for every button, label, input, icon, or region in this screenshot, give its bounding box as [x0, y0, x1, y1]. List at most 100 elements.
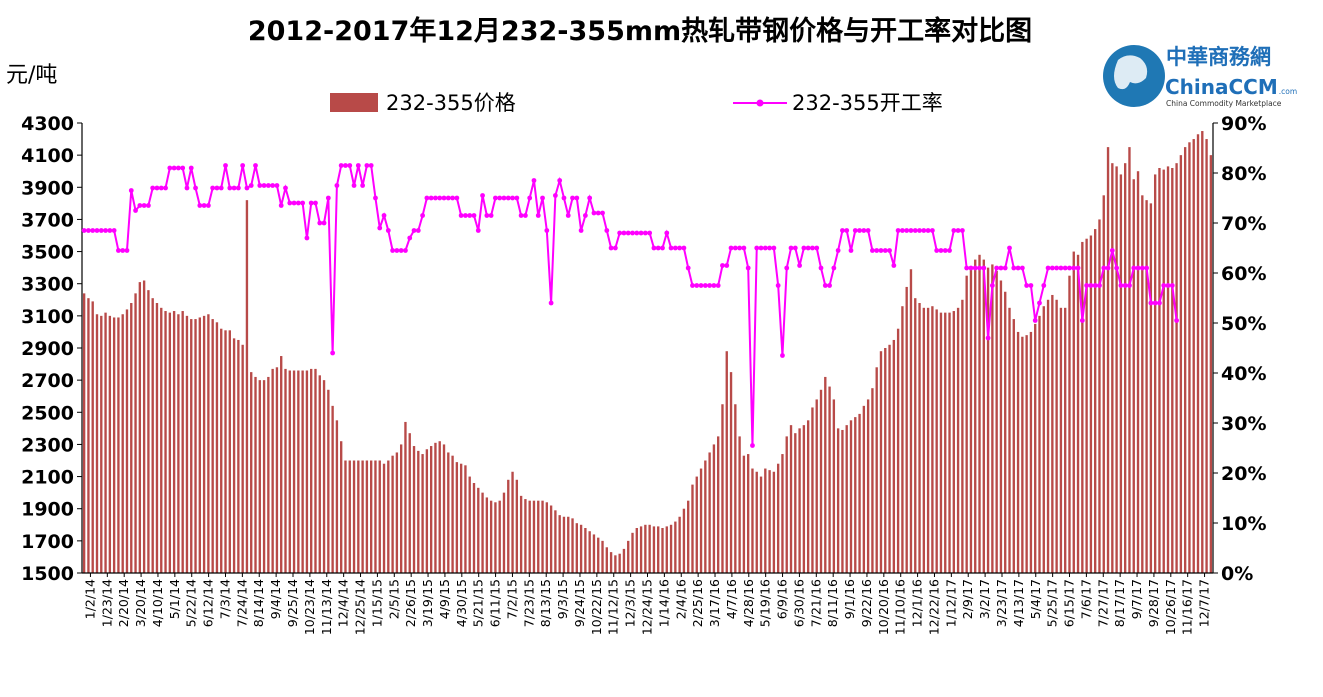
- rate-point: [677, 245, 683, 251]
- rate-point: [428, 195, 434, 201]
- y-tick-label: 4100: [21, 145, 74, 167]
- y-tick-label: 2500: [21, 402, 74, 424]
- rate-point: [146, 203, 151, 208]
- price-bar: [665, 526, 668, 573]
- rate-point: [707, 283, 713, 288]
- rate-point: [634, 230, 640, 236]
- price-bar: [537, 500, 540, 573]
- rate-point: [1032, 318, 1038, 323]
- rate-point: [887, 248, 892, 253]
- price-bar: [678, 516, 681, 573]
- price-bar: [721, 404, 724, 573]
- price-bar: [374, 460, 377, 573]
- rate-point: [523, 213, 528, 218]
- price-bar: [836, 428, 840, 573]
- rate-point: [141, 203, 147, 208]
- price-bar: [601, 540, 604, 573]
- rate-point: [505, 195, 511, 201]
- rate-point: [1062, 265, 1068, 271]
- price-bar: [734, 404, 737, 573]
- price-bar: [1128, 147, 1131, 574]
- price-bar: [896, 328, 900, 573]
- rate-point: [681, 245, 687, 251]
- x-tick-label: 11/10/16: [893, 579, 908, 635]
- rate-point: [1114, 265, 1120, 271]
- price-bar: [387, 460, 390, 573]
- rate-point: [848, 248, 854, 253]
- rate-point: [355, 163, 361, 168]
- price-bar: [682, 508, 686, 573]
- price-bar: [794, 433, 797, 573]
- x-tick-label: 3/19/15: [420, 579, 435, 627]
- price-bar: [1038, 315, 1041, 573]
- rate-point: [283, 185, 288, 191]
- rate-point: [870, 248, 875, 253]
- rate-point: [921, 228, 927, 233]
- price-bar: [1141, 195, 1144, 573]
- y-tick-label: 2300: [21, 434, 74, 456]
- rate-point: [737, 245, 743, 251]
- price-bar: [648, 524, 651, 573]
- price-bar: [477, 487, 480, 573]
- rate-point: [184, 185, 190, 191]
- rate-point: [989, 283, 995, 288]
- price-bar: [237, 339, 240, 573]
- price-bar: [1034, 323, 1037, 573]
- price-bar: [1153, 174, 1157, 573]
- rate-point: [368, 163, 374, 168]
- rate-point: [994, 265, 1000, 271]
- price-bar: [1016, 331, 1020, 573]
- rate-point: [1084, 283, 1090, 288]
- price-bar: [901, 306, 904, 573]
- y-axis-ticks: 1500 1700 1900 2100 2300 2500 2700 2900 3100 3300…: [21, 113, 82, 585]
- price-bar: [438, 441, 441, 573]
- rate-point: [852, 228, 858, 233]
- price-bar: [280, 356, 283, 573]
- price-bar: [974, 259, 977, 573]
- price-bar: [764, 468, 767, 573]
- x-tick-label: 12/25/14: [353, 579, 368, 635]
- rate-point: [128, 188, 134, 193]
- y-tick-label: 3300: [21, 274, 74, 296]
- rate-point: [295, 200, 301, 206]
- rate-point: [668, 245, 674, 251]
- rate-point: [865, 228, 871, 233]
- rate-point: [450, 195, 455, 201]
- rate-point: [158, 185, 164, 191]
- price-bar: [481, 492, 484, 573]
- price-bar: [524, 499, 527, 573]
- rate-point: [1037, 300, 1042, 306]
- x-tick-label: 3/2/17: [977, 579, 992, 619]
- rate-point: [1088, 283, 1094, 288]
- rate-point: [805, 245, 811, 251]
- price-bar: [545, 502, 549, 573]
- rate-point: [625, 230, 631, 236]
- price-bar: [717, 436, 720, 573]
- price-bar: [1029, 331, 1033, 573]
- price-bar: [434, 442, 437, 573]
- price-bar: [284, 368, 287, 573]
- plot-area: 1500 1700 1900 2100 2300 2500 2700 2900 3100 3300…: [21, 113, 1266, 635]
- rate-point: [180, 165, 186, 171]
- price-bar: [657, 526, 660, 573]
- logo-name-en-main: ChinaCCM: [1165, 75, 1278, 99]
- price-bar: [472, 483, 476, 573]
- rate-point: [1079, 318, 1085, 323]
- rate-point: [415, 228, 421, 233]
- rate-point: [377, 225, 383, 231]
- price-bar: [755, 471, 758, 573]
- rate-point: [197, 203, 203, 208]
- rate-point: [801, 245, 807, 251]
- price-bar: [712, 444, 716, 573]
- x-tick-label: 7/2/15: [504, 579, 519, 619]
- rate-point: [587, 195, 593, 201]
- rate-point: [535, 213, 541, 218]
- x-tick-label: 9/1/16: [842, 579, 857, 619]
- price-bar: [708, 452, 711, 573]
- y-tick-label: 1900: [21, 499, 74, 521]
- price-bar: [412, 446, 416, 573]
- price-bar: [1179, 155, 1183, 573]
- rate-point: [167, 165, 173, 171]
- rate-point: [1019, 265, 1025, 271]
- rate-point: [175, 165, 181, 171]
